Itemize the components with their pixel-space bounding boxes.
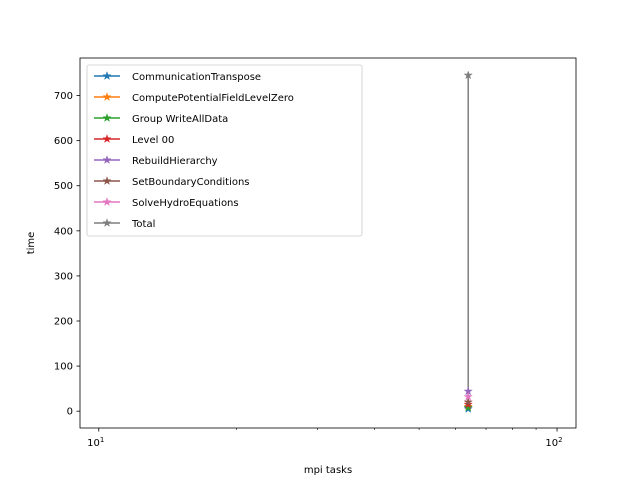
- legend-label-group-writealldata: Group WriteAllData: [132, 114, 228, 125]
- y-tick-label: 300: [54, 271, 73, 282]
- data-point-group-writealldata: [463, 402, 473, 412]
- y-tick-label: 600: [54, 136, 73, 147]
- y-tick-label: 700: [54, 91, 73, 102]
- y-tick-label: 500: [54, 181, 73, 192]
- legend-marker-computepotentialfieldlevelzero: [102, 91, 112, 102]
- legend-marker-rebuildhierarchy: [102, 154, 112, 165]
- y-tick-label: 400: [54, 226, 73, 237]
- legend-label-setboundaryconditions: SetBoundaryConditions: [132, 177, 250, 188]
- series-layer: [463, 70, 473, 413]
- data-point-setboundaryconditions: [463, 397, 473, 407]
- x-tick-label: 102: [545, 436, 562, 449]
- legend-label-level-00: Level 00: [132, 135, 174, 146]
- legend-label-communicationtranspose: CommunicationTranspose: [132, 72, 261, 83]
- plot-frame: [79, 57, 577, 429]
- y-tick-label: 200: [54, 317, 73, 328]
- legend-label-total: Total: [131, 219, 155, 230]
- y-axis-ticks: 0 100 200 300 400 500 600 700: [54, 91, 80, 418]
- y-axis-label: time: [26, 232, 37, 255]
- y-tick-label: 0: [67, 407, 73, 418]
- legend-marker-communicationtranspose: [102, 70, 112, 81]
- legend-label-computepotentialfieldlevelzero: ComputePotentialFieldLevelZero: [132, 93, 294, 104]
- x-axis-label: mpi tasks: [304, 465, 352, 476]
- data-point-solvehydroequations: [463, 391, 473, 401]
- legend-marker-group-writealldata: [102, 112, 112, 123]
- legend-marker-level-00: [102, 133, 112, 144]
- legend: CommunicationTranspose ComputePotentialFi…: [86, 64, 363, 237]
- legend-label-solvehydroequations: SolveHydroEquations: [132, 198, 239, 209]
- legend-marker-solvehydroequations: [102, 196, 112, 207]
- y-tick-label: 100: [54, 362, 73, 373]
- data-point-total: [463, 70, 473, 80]
- legend-marker-total: [102, 217, 112, 228]
- x-axis-ticks: 101 102: [87, 428, 563, 449]
- legend-box: [86, 64, 363, 237]
- legend-label-rebuildhierarchy: RebuildHierarchy: [132, 156, 218, 167]
- x-tick-label: 101: [87, 436, 104, 449]
- legend-marker-setboundaryconditions: [102, 175, 112, 186]
